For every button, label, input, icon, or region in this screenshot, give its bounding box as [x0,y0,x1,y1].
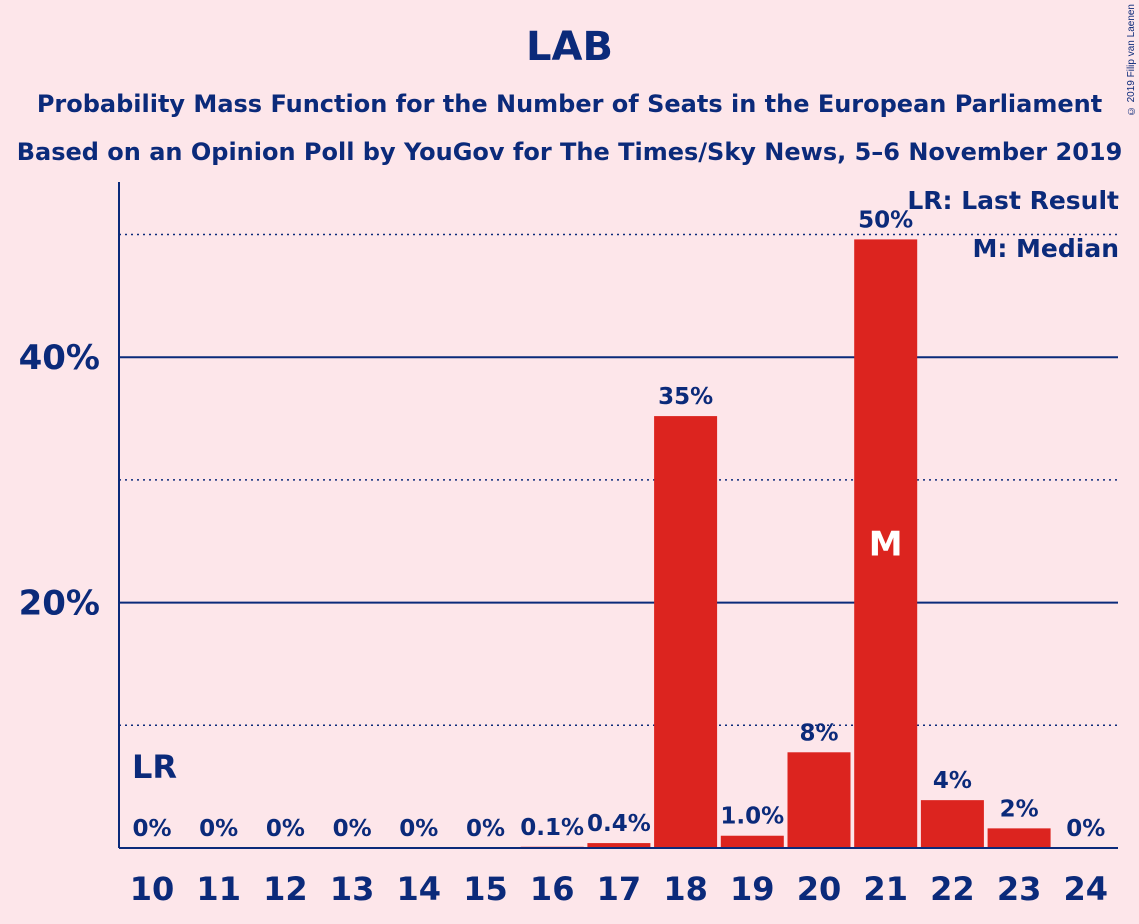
data-label: 0.4% [587,811,651,837]
bar [854,239,918,848]
data-label: 1.0% [720,804,784,830]
x-tick-label: 10 [130,870,175,908]
data-label: 2% [1000,796,1039,822]
bar [654,416,718,848]
data-label: 0.1% [520,815,584,841]
x-tick-label: 19 [730,870,775,908]
bar [720,835,784,848]
bar [920,800,984,848]
chart-title: LAB [526,24,613,70]
data-label: 0% [199,816,238,842]
data-label: 4% [933,768,972,794]
median-marker: M [869,525,903,565]
x-tick-label: 22 [930,870,975,908]
x-tick-label: 16 [530,870,575,908]
data-label: 8% [799,720,838,746]
x-tick-label: 17 [597,870,642,908]
data-label: 50% [858,207,913,233]
y-tick-label: 40% [19,338,100,378]
y-tick-label: 20% [19,584,100,624]
chart-subtitle-1: Probability Mass Function for the Number… [36,90,1103,118]
x-tick-label: 24 [1064,870,1109,908]
x-tick-label: 14 [397,870,442,908]
legend-median: M: Median [972,234,1119,263]
data-label: 0% [1066,816,1105,842]
legend-last-result: LR: Last Result [907,186,1119,215]
x-tick-label: 13 [330,870,375,908]
bar [587,843,651,848]
x-tick-label: 15 [463,870,508,908]
chart-subtitle-2: Based on an Opinion Poll by YouGov for T… [16,138,1123,166]
bar [987,828,1051,848]
last-result-marker: LR [132,748,178,786]
data-label: 0% [333,816,372,842]
data-label: 35% [658,384,713,410]
data-label: 0% [132,816,171,842]
x-tick-label: 21 [863,870,908,908]
bar [787,752,851,848]
x-tick-label: 12 [263,870,308,908]
x-tick-label: 20 [797,870,842,908]
data-label: 0% [399,816,438,842]
x-tick-label: 23 [997,870,1042,908]
x-tick-label: 18 [663,870,708,908]
data-label: 0% [466,816,505,842]
data-label: 0% [266,816,305,842]
x-tick-label: 11 [196,870,241,908]
